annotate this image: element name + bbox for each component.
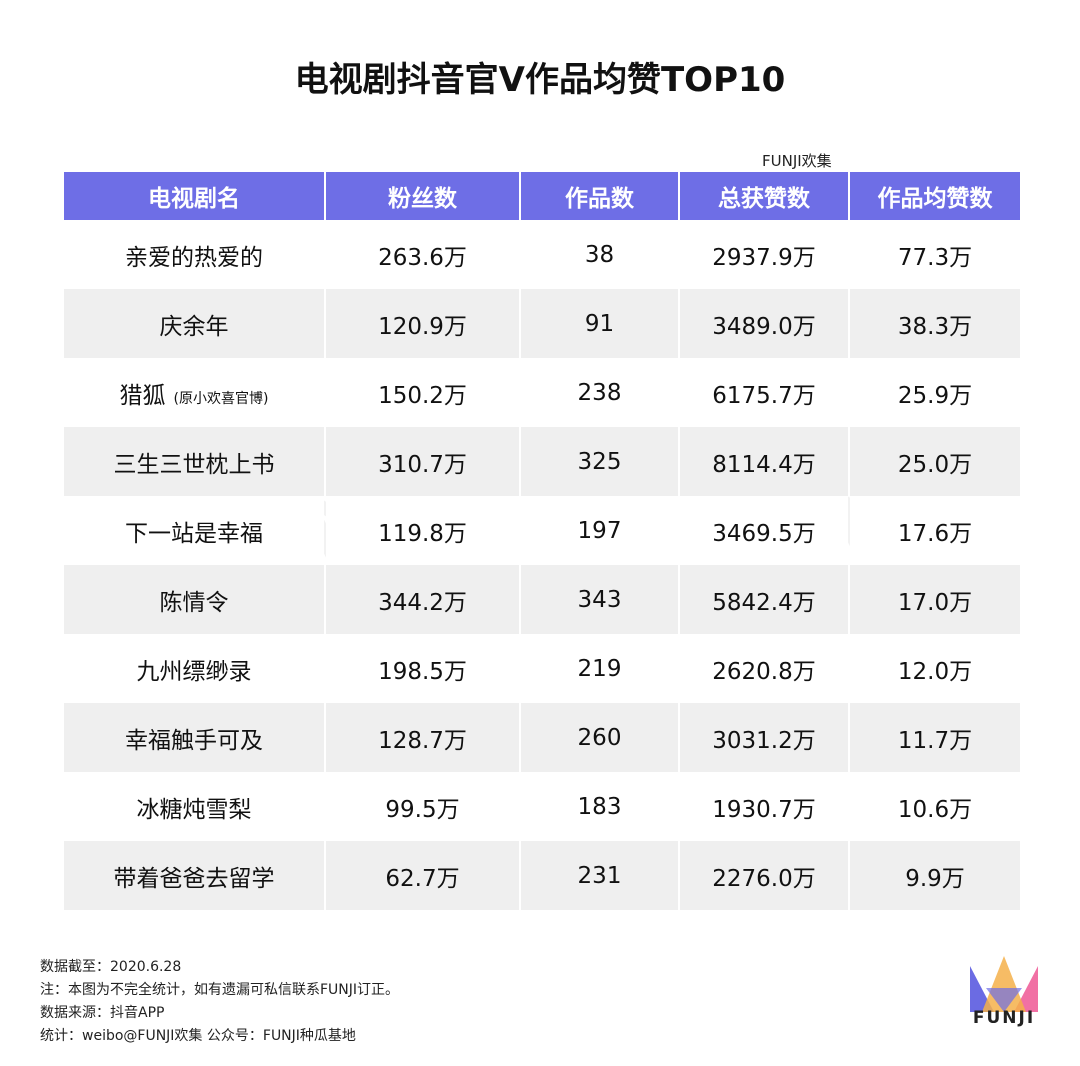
total-likes-cell: 2276.0万 [680, 841, 848, 910]
fans-cell: 62.7万 [326, 841, 519, 910]
fans-cell: 119.8万 [326, 496, 519, 565]
ranking-table: 电视剧名 粉丝数 作品数 总获赞数 作品均赞数 亲爱的热爱的 263.6万 38 29… [62, 172, 1022, 910]
table-body: 亲爱的热爱的 263.6万 38 2937.9万 77.3万庆余年 120.9万 91 348… [64, 220, 1020, 910]
footer-notes: 数据截至：2020.6.28 注：本图为不完全统计，如有遗漏可私信联系FUNJI… [40, 956, 399, 1048]
logo-text: FUNJI [972, 1008, 1036, 1028]
avg-likes-cell: 38.3万 [850, 289, 1020, 358]
works-cell: 231 [521, 841, 678, 910]
table-row: 陈情令 344.2万 343 5842.4万 17.0万 [64, 565, 1020, 634]
fans-cell: 99.5万 [326, 772, 519, 841]
fans-cell: 120.9万 [326, 289, 519, 358]
header-works: 作品数 [521, 172, 678, 220]
works-cell: 238 [521, 358, 678, 427]
works-cell: 197 [521, 496, 678, 565]
drama-name-cell: 三生三世枕上书 [64, 427, 324, 496]
avg-likes-cell: 17.0万 [850, 565, 1020, 634]
drama-name-note: (原小欢喜官博) [173, 390, 269, 407]
drama-name-cell: 亲爱的热爱的 [64, 220, 324, 289]
total-likes-cell: 3469.5万 [680, 496, 848, 565]
drama-name: 陈情令 [159, 589, 229, 616]
avg-likes-cell: 11.7万 [850, 703, 1020, 772]
footer-source: 数据来源：抖音APP [40, 1005, 165, 1021]
drama-name: 冰糖炖雪梨 [136, 796, 252, 823]
drama-name: 九州缥缈录 [136, 658, 252, 685]
avg-likes-cell: 12.0万 [850, 634, 1020, 703]
works-cell: 38 [521, 220, 678, 289]
avg-likes-cell: 10.6万 [850, 772, 1020, 841]
fans-cell: 344.2万 [326, 565, 519, 634]
fans-cell: 263.6万 [326, 220, 519, 289]
drama-name-cell: 猎狐 (原小欢喜官博) [64, 358, 324, 427]
total-likes-cell: 3489.0万 [680, 289, 848, 358]
works-cell: 91 [521, 289, 678, 358]
total-likes-cell: 2937.9万 [680, 220, 848, 289]
avg-likes-cell: 25.0万 [850, 427, 1020, 496]
table-row: 亲爱的热爱的 263.6万 38 2937.9万 77.3万 [64, 220, 1020, 289]
table-row: 带着爸爸去留学 62.7万 231 2276.0万 9.9万 [64, 841, 1020, 910]
avg-likes-cell: 17.6万 [850, 496, 1020, 565]
drama-name: 猎狐 [119, 382, 166, 409]
footer-date: 数据截至：2020.6.28 [40, 959, 182, 975]
works-cell: 325 [521, 427, 678, 496]
drama-name-cell: 冰糖炖雪梨 [64, 772, 324, 841]
drama-name-cell: 下一站是幸福 [64, 496, 324, 565]
avg-likes-cell: 25.9万 [850, 358, 1020, 427]
works-cell: 219 [521, 634, 678, 703]
table-row: 幸福触手可及 128.7万 260 3031.2万 11.7万 [64, 703, 1020, 772]
header-avg-likes: 作品均赞数 [850, 172, 1020, 220]
drama-name: 亲爱的热爱的 [125, 244, 263, 271]
fans-cell: 128.7万 [326, 703, 519, 772]
drama-name-cell: 九州缥缈录 [64, 634, 324, 703]
drama-name: 庆余年 [159, 313, 229, 340]
drama-name-cell: 幸福触手可及 [64, 703, 324, 772]
header-drama-name: 电视剧名 [64, 172, 324, 220]
table-header-row: 电视剧名 粉丝数 作品数 总获赞数 作品均赞数 [64, 172, 1020, 220]
table-row: 三生三世枕上书 310.7万 325 8114.4万 25.0万 [64, 427, 1020, 496]
fans-cell: 198.5万 [326, 634, 519, 703]
header-fans: 粉丝数 [326, 172, 519, 220]
avg-likes-cell: 9.9万 [850, 841, 1020, 910]
table-row: 猎狐 (原小欢喜官博) 150.2万 238 6175.7万 25.9万 [64, 358, 1020, 427]
total-likes-cell: 1930.7万 [680, 772, 848, 841]
total-likes-cell: 3031.2万 [680, 703, 848, 772]
drama-name: 幸福触手可及 [125, 727, 263, 754]
footer-disclaimer: 注：本图为不完全统计，如有遗漏可私信联系FUNJI订正。 [40, 982, 400, 998]
funji-logo-icon [970, 956, 1038, 1012]
avg-likes-cell: 77.3万 [850, 220, 1020, 289]
drama-name: 带着爸爸去留学 [113, 865, 275, 892]
total-likes-cell: 8114.4万 [680, 427, 848, 496]
table-row: 九州缥缈录 198.5万 219 2620.8万 12.0万 [64, 634, 1020, 703]
works-cell: 183 [521, 772, 678, 841]
works-cell: 343 [521, 565, 678, 634]
table-row: 冰糖炖雪梨 99.5万 183 1930.7万 10.6万 [64, 772, 1020, 841]
fans-cell: 150.2万 [326, 358, 519, 427]
total-likes-cell: 6175.7万 [680, 358, 848, 427]
source-tag: FUNJI欢集 [762, 152, 832, 170]
drama-name: 三生三世枕上书 [113, 451, 275, 478]
total-likes-cell: 2620.8万 [680, 634, 848, 703]
footer-credits: 统计：weibo@FUNJI欢集 公众号：FUNJI种瓜基地 [40, 1028, 356, 1044]
drama-name-cell: 带着爸爸去留学 [64, 841, 324, 910]
total-likes-cell: 5842.4万 [680, 565, 848, 634]
table-row: 下一站是幸福 119.8万 197 3469.5万 17.6万 [64, 496, 1020, 565]
works-cell: 260 [521, 703, 678, 772]
page-title: 电视剧抖音官V作品均赞TOP10 [294, 60, 786, 100]
header-total-likes: 总获赞数 [680, 172, 848, 220]
table-row: 庆余年 120.9万 91 3489.0万 38.3万 [64, 289, 1020, 358]
drama-name-cell: 陈情令 [64, 565, 324, 634]
drama-name: 下一站是幸福 [125, 520, 263, 547]
drama-name-cell: 庆余年 [64, 289, 324, 358]
fans-cell: 310.7万 [326, 427, 519, 496]
